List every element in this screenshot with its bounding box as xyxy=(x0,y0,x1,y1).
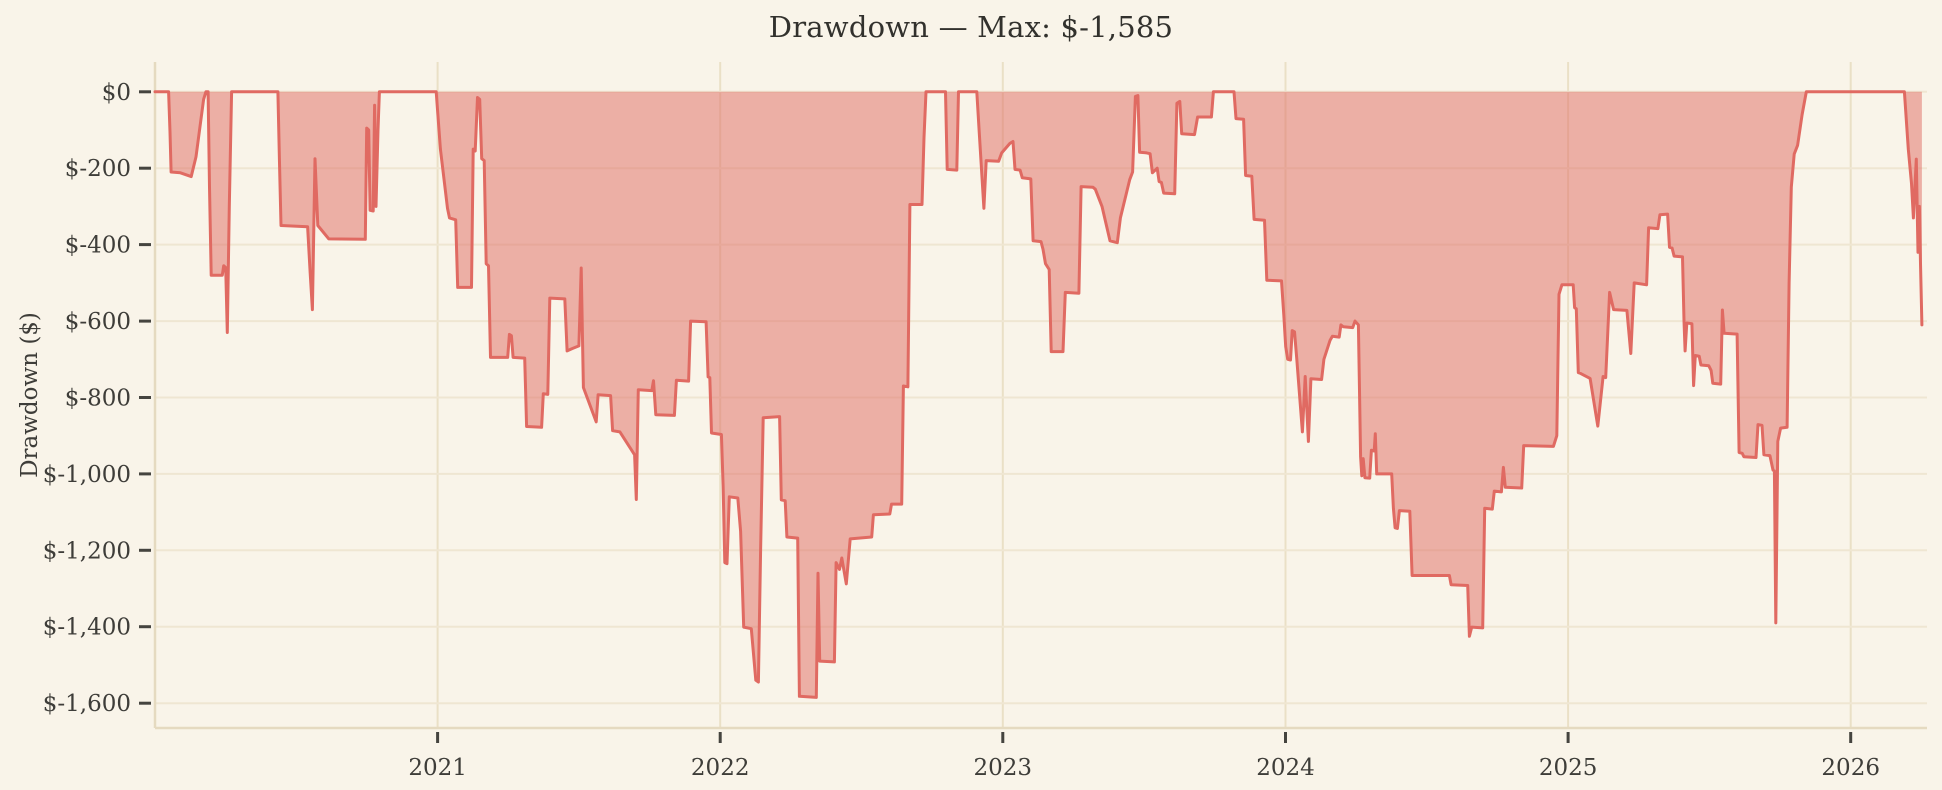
y-tick-label: $-600 xyxy=(65,309,131,335)
drawdown-line xyxy=(153,90,1924,699)
x-tick-label: 2022 xyxy=(691,755,750,781)
y-tick-label: $0 xyxy=(102,80,131,106)
y-tick-label: $-400 xyxy=(65,233,131,259)
chart-title: Drawdown — Max: $-1,585 xyxy=(768,10,1174,44)
y-tick-label: $-1,000 xyxy=(43,462,131,488)
y-axis-title: Drawdown ($) xyxy=(17,312,43,478)
y-tick-label: $-800 xyxy=(65,386,131,412)
y-tick-label: $-1,600 xyxy=(43,691,131,717)
x-tick-label: 2026 xyxy=(1821,755,1880,781)
x-tick-label: 2023 xyxy=(974,755,1033,781)
y-tick-label: $-200 xyxy=(65,156,131,182)
y-tick-label: $-1,400 xyxy=(43,615,131,641)
y-tick-label: $-1,200 xyxy=(43,538,131,564)
x-tick-label: 2025 xyxy=(1539,755,1598,781)
x-tick-label: 2021 xyxy=(408,755,467,781)
x-tick-label: 2024 xyxy=(1256,755,1315,781)
drawdown-area xyxy=(155,91,1922,698)
